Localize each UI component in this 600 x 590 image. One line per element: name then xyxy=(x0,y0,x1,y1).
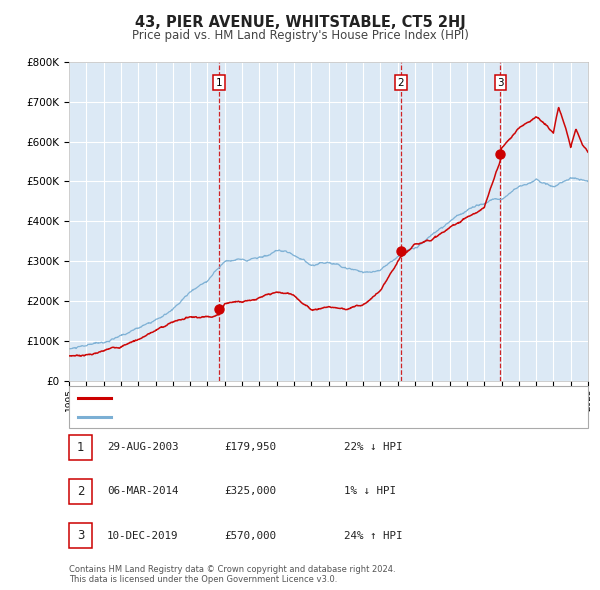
Text: 43, PIER AVENUE, WHITSTABLE, CT5 2HJ: 43, PIER AVENUE, WHITSTABLE, CT5 2HJ xyxy=(134,15,466,30)
Text: Price paid vs. HM Land Registry's House Price Index (HPI): Price paid vs. HM Land Registry's House … xyxy=(131,30,469,42)
Text: Contains HM Land Registry data © Crown copyright and database right 2024.
This d: Contains HM Land Registry data © Crown c… xyxy=(69,565,395,584)
Text: HPI: Average price, detached house, Canterbury: HPI: Average price, detached house, Cant… xyxy=(117,412,353,422)
Text: 24% ↑ HPI: 24% ↑ HPI xyxy=(344,531,402,540)
Text: 06-MAR-2014: 06-MAR-2014 xyxy=(107,487,178,496)
Text: 1% ↓ HPI: 1% ↓ HPI xyxy=(344,487,396,496)
Text: 29-AUG-2003: 29-AUG-2003 xyxy=(107,442,178,452)
Text: 10-DEC-2019: 10-DEC-2019 xyxy=(107,531,178,540)
Text: 3: 3 xyxy=(497,78,504,88)
Text: £325,000: £325,000 xyxy=(224,487,276,496)
Text: 43, PIER AVENUE, WHITSTABLE, CT5 2HJ (detached house): 43, PIER AVENUE, WHITSTABLE, CT5 2HJ (de… xyxy=(117,393,402,403)
Text: £179,950: £179,950 xyxy=(224,442,276,452)
Text: 1: 1 xyxy=(215,78,222,88)
Text: 22% ↓ HPI: 22% ↓ HPI xyxy=(344,442,402,452)
Text: 3: 3 xyxy=(77,529,84,542)
Text: 2: 2 xyxy=(77,485,84,498)
Text: £570,000: £570,000 xyxy=(224,531,276,540)
Text: 1: 1 xyxy=(77,441,84,454)
Text: 2: 2 xyxy=(397,78,404,88)
